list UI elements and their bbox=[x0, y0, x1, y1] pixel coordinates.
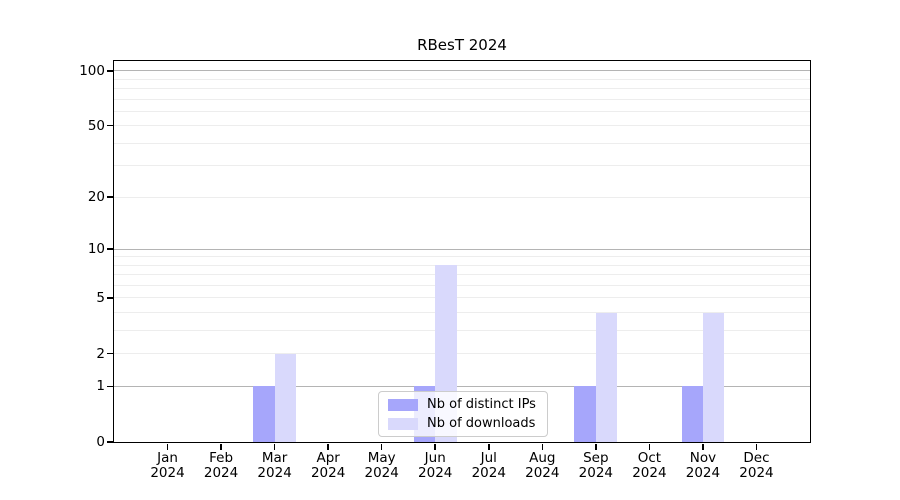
x-tick-label: Nov 2024 bbox=[685, 450, 721, 481]
y-tick-label: 1 bbox=[96, 378, 105, 395]
y-tick-label: 0 bbox=[96, 434, 105, 450]
minor-gridline bbox=[114, 353, 810, 355]
major-gridline bbox=[114, 385, 810, 387]
x-tick-label: Apr 2024 bbox=[310, 450, 346, 481]
minor-gridline bbox=[114, 284, 810, 286]
legend-item-downloads: Nb of downloads bbox=[388, 416, 538, 432]
bar-distinct-ips bbox=[681, 386, 703, 442]
minor-gridline bbox=[114, 142, 810, 144]
y-tick-label: 10 bbox=[87, 241, 105, 258]
plot-area: 0 1 2 5 10 20 50 100 Jan 2024 Feb 2024 Mar 2024 Apr 202… bbox=[79, 60, 811, 481]
legend-label-downloads: Nb of downloads bbox=[427, 415, 536, 431]
minor-gridline bbox=[114, 78, 810, 80]
x-tick bbox=[327, 443, 329, 450]
y-tick-label: 2 bbox=[96, 345, 105, 362]
x-tick bbox=[648, 443, 651, 450]
y-tick bbox=[107, 441, 113, 443]
bar-downloads bbox=[702, 312, 725, 442]
minor-gridline bbox=[114, 110, 810, 112]
x-tick bbox=[273, 443, 276, 450]
chart-title: RBesT 2024 bbox=[417, 36, 507, 54]
x-tick-label: Jul 2024 bbox=[471, 450, 506, 481]
x-tick-label: Feb 2024 bbox=[203, 450, 239, 481]
minor-gridline bbox=[114, 312, 810, 314]
y-tick bbox=[107, 196, 113, 198]
x-tick-label: Mar 2024 bbox=[257, 450, 292, 481]
y-tick-label: 100 bbox=[79, 62, 105, 79]
bar-distinct-ips bbox=[253, 386, 275, 442]
x-tick-label: Oct 2024 bbox=[632, 450, 667, 481]
x-tick bbox=[702, 443, 704, 450]
legend: Nb of distinct IPs Nb of downloads bbox=[378, 391, 548, 437]
x-tick bbox=[166, 443, 169, 450]
minor-gridline bbox=[114, 274, 810, 276]
x-tick bbox=[434, 443, 436, 450]
legend-swatch-downloads bbox=[388, 417, 418, 430]
minor-gridline bbox=[114, 256, 810, 258]
minor-gridline bbox=[114, 98, 810, 100]
legend-label-distinct-ips: Nb of distinct IPs bbox=[427, 396, 536, 412]
y-tick bbox=[107, 70, 113, 72]
minor-gridline bbox=[114, 165, 810, 167]
x-tick bbox=[755, 443, 758, 450]
x-tick-label: Jan 2024 bbox=[150, 450, 185, 481]
x-tick bbox=[541, 443, 544, 450]
y-tick-label: 50 bbox=[87, 117, 105, 134]
bar-downloads bbox=[595, 312, 618, 442]
bar-distinct-ips bbox=[574, 386, 596, 442]
y-tick-label: 20 bbox=[87, 189, 105, 206]
x-tick bbox=[380, 443, 383, 450]
y-tick bbox=[107, 352, 113, 355]
minor-gridline bbox=[114, 125, 810, 127]
major-gridline bbox=[114, 70, 810, 72]
legend-swatch-distinct-ips bbox=[388, 398, 418, 411]
y-tick-label: 5 bbox=[96, 289, 105, 306]
x-tick-label: Aug 2024 bbox=[525, 450, 560, 481]
y-tick bbox=[107, 124, 113, 127]
bar-downloads bbox=[274, 353, 297, 442]
x-tick-label: Dec 2024 bbox=[739, 450, 774, 481]
x-tick bbox=[220, 443, 222, 450]
x-tick bbox=[488, 443, 490, 450]
minor-gridline bbox=[114, 264, 810, 266]
x-tick bbox=[595, 443, 597, 450]
minor-gridline bbox=[114, 196, 810, 198]
x-tick-label: Jun 2024 bbox=[418, 450, 453, 481]
minor-gridline bbox=[114, 297, 810, 299]
minor-gridline bbox=[114, 329, 810, 331]
major-gridline bbox=[114, 248, 810, 250]
y-tick bbox=[107, 248, 113, 250]
x-tick-label: May 2024 bbox=[364, 450, 399, 481]
y-tick bbox=[107, 385, 113, 387]
y-tick bbox=[107, 297, 113, 299]
legend-item-distinct-ips: Nb of distinct IPs bbox=[388, 397, 538, 413]
minor-gridline bbox=[114, 88, 810, 89]
x-tick-label: Sep 2024 bbox=[578, 450, 614, 481]
